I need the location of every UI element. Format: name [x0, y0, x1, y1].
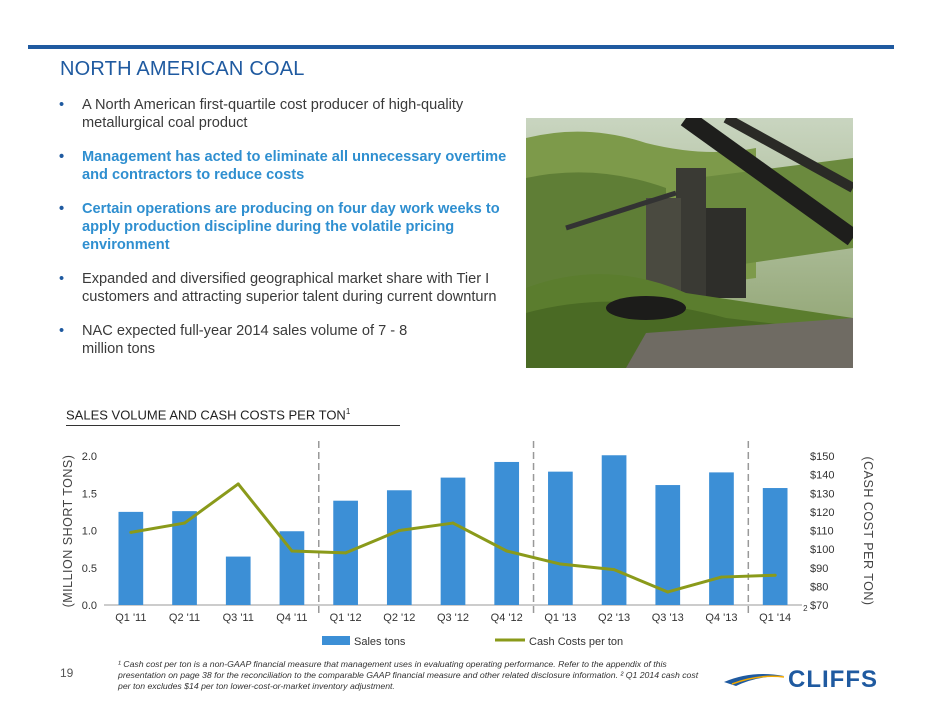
- slide-title: NORTH AMERICAN COAL: [60, 58, 305, 80]
- bullet-dot-icon: •: [59, 149, 65, 165]
- cliffs-logo: CLIFFS: [724, 666, 878, 693]
- bar: [386, 490, 412, 605]
- logo-text: CLIFFS: [788, 666, 878, 693]
- legend-label: Cash Costs per ton: [529, 636, 623, 648]
- bullet-dot-icon: •: [59, 323, 65, 339]
- bullet-item: • Certain operations are producing on fou…: [56, 200, 511, 254]
- y-tick-label: 0.5: [82, 563, 97, 575]
- chart-heading-sup: 1: [345, 407, 351, 416]
- bullet-dot-icon: •: [59, 271, 65, 287]
- coal-plant-photo: [526, 118, 853, 368]
- header-rule: [28, 45, 894, 49]
- bullet-item: • A North American first-quartile cost pr…: [56, 96, 511, 132]
- legend-label: Sales tons: [354, 636, 406, 648]
- line-point: [719, 575, 723, 579]
- legend-swatch-bar: [322, 636, 350, 645]
- y-tick-label: 0.0: [82, 600, 97, 612]
- x-tick-label: Q2 '12: [383, 612, 415, 624]
- line-point: [236, 482, 240, 486]
- x-tick-label: Q3 '11: [223, 612, 254, 624]
- y-tick-label: 1.0: [82, 526, 97, 538]
- x-tick-label: Q4 '11: [276, 612, 307, 624]
- logo-swoosh-icon: [724, 674, 784, 686]
- bullet-dot-icon: •: [59, 201, 65, 217]
- x-tick-label: Q2 '13: [598, 612, 630, 624]
- bullet-item: • NAC expected full-year 2014 sales volum…: [56, 322, 412, 358]
- line-point: [666, 590, 670, 594]
- bullet-text: Certain operations are producing on four…: [82, 201, 500, 253]
- line-point: [129, 530, 133, 534]
- x-tick-note: 2: [803, 604, 808, 613]
- y-right-tick-label: $150: [810, 451, 834, 463]
- bullet-text: Management has acted to eliminate all un…: [82, 149, 507, 183]
- line-point: [290, 549, 294, 553]
- line-point: [397, 529, 401, 532]
- bar: [225, 556, 251, 605]
- bar: [118, 511, 144, 605]
- y-right-tick-label: $70: [810, 600, 828, 612]
- chart-heading: SALES VOLUME AND CASH COSTS PER TON1: [66, 407, 350, 422]
- line-point: [344, 551, 348, 555]
- bar: [548, 471, 573, 605]
- y-right-tick-label: $80: [810, 581, 828, 593]
- bar: [494, 461, 520, 605]
- y-right-tick-label: $120: [810, 507, 834, 519]
- y-right-tick-label: $100: [810, 544, 834, 556]
- x-tick-label: Q4 '12: [491, 612, 523, 624]
- footnote: ¹ Cash cost per ton is a non-GAAP financ…: [118, 659, 699, 691]
- x-tick-label: Q2 '11: [169, 612, 200, 624]
- bullet-list: • A North American first-quartile cost pr…: [56, 96, 511, 374]
- x-tick-label: Q3 '12: [437, 612, 469, 624]
- x-tick-label: Q1 '14: [759, 612, 791, 624]
- x-tick-label: Q4 '13: [705, 612, 737, 624]
- bullet-item: • Management has acted to eliminate all u…: [56, 148, 511, 184]
- line-point: [773, 573, 777, 577]
- chart-heading-rule: [66, 425, 400, 426]
- line-point: [505, 549, 509, 553]
- bar: [762, 488, 788, 605]
- bar: [172, 511, 197, 605]
- bar: [709, 472, 734, 605]
- x-tick-label: Q1 '12: [330, 612, 362, 624]
- line-point: [612, 568, 616, 572]
- y-tick-label: 1.5: [82, 488, 97, 500]
- x-tick-label: Q3 '13: [652, 612, 684, 624]
- x-tick-label: Q1 '13: [544, 612, 576, 624]
- y-tick-label: 2.0: [82, 451, 97, 463]
- y-axis-title: (MILLION SHORT TONS): [61, 455, 75, 608]
- bar: [279, 531, 305, 605]
- chart-heading-text: SALES VOLUME AND CASH COSTS PER TON: [66, 407, 346, 423]
- page-number: 19: [60, 666, 74, 680]
- bar: [655, 485, 681, 605]
- bullet-text: A North American first-quartile cost pro…: [82, 97, 464, 131]
- line-point: [558, 562, 562, 566]
- y-right-axis-title: (CASH COST PER TON): [861, 456, 875, 605]
- x-tick-label: Q1 '11: [115, 612, 146, 624]
- bullet-dot-icon: •: [59, 97, 65, 113]
- y-right-tick-label: $130: [810, 488, 834, 500]
- y-right-tick-label: $140: [810, 470, 834, 482]
- line-point: [183, 521, 187, 525]
- y-right-tick-label: $110: [810, 526, 834, 538]
- line-point: [451, 521, 455, 525]
- bar: [601, 455, 627, 605]
- y-right-tick-label: $90: [810, 563, 828, 575]
- bullet-text: Expanded and diversified geographical ma…: [82, 271, 497, 305]
- bullet-item: • Expanded and diversified geographical m…: [56, 270, 511, 306]
- bar: [440, 477, 466, 605]
- bullet-text: NAC expected full-year 2014 sales volume…: [82, 323, 408, 357]
